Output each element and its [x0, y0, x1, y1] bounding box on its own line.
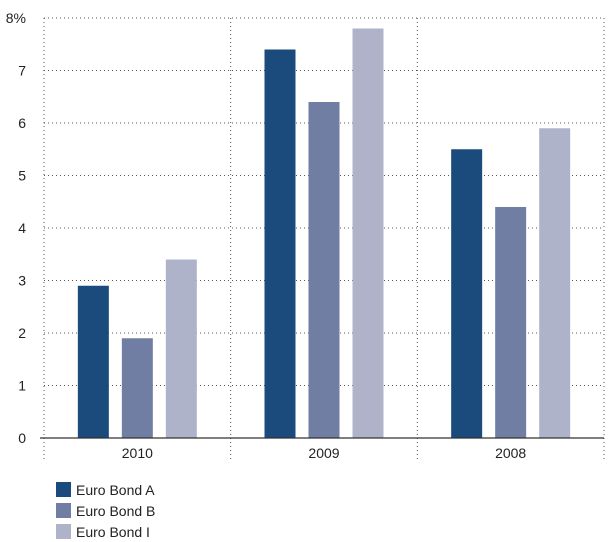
y-axis-ticks: 0 1 2 3 4 5 6 7 8%	[6, 10, 26, 446]
y-tick-label: 0	[18, 430, 26, 446]
y-tick-label: 2	[18, 325, 26, 341]
legend-item: Euro Bond A	[56, 479, 155, 500]
x-tick-label: 2010	[122, 445, 153, 461]
y-tick-label: 6	[18, 115, 26, 131]
bar-euro-bond-a-2010	[77, 285, 109, 438]
bar-euro-bond-b-2009	[308, 102, 340, 438]
legend-label: Euro Bond B	[76, 502, 156, 519]
x-tick-label: 2009	[308, 445, 339, 461]
chart-bars	[77, 28, 571, 438]
bar-euro-bond-a-2009	[264, 49, 296, 438]
y-tick-label: 7	[18, 63, 26, 79]
bar-euro-bond-i-2010	[165, 259, 197, 438]
bar-chart: 0 1 2 3 4 5 6 7 8% 2010 2009 2008	[6, 10, 605, 461]
legend-swatch	[56, 503, 71, 518]
bar-euro-bond-i-2009	[352, 28, 384, 438]
x-axis-ticks: 2010 2009 2008	[122, 445, 527, 461]
legend-label: Euro Bond A	[76, 481, 155, 498]
x-tick-label: 2008	[495, 445, 526, 461]
legend-item: Euro Bond I	[56, 521, 155, 542]
y-tick-label: 5	[18, 168, 26, 184]
bar-euro-bond-i-2008	[539, 128, 571, 438]
legend-item: Euro Bond B	[56, 500, 155, 521]
bar-euro-bond-b-2008	[495, 207, 527, 438]
y-tick-label: 4	[18, 220, 26, 236]
bar-euro-bond-b-2010	[121, 338, 153, 438]
y-tick-label: 3	[18, 273, 26, 289]
legend-swatch	[56, 482, 71, 497]
y-tick-label: 8%	[6, 10, 26, 26]
bar-euro-bond-a-2008	[451, 149, 483, 438]
legend-label: Euro Bond I	[76, 523, 150, 540]
chart-legend: Euro Bond A Euro Bond B Euro Bond I	[56, 479, 155, 542]
y-tick-label: 1	[18, 378, 26, 394]
legend-swatch	[56, 524, 71, 539]
